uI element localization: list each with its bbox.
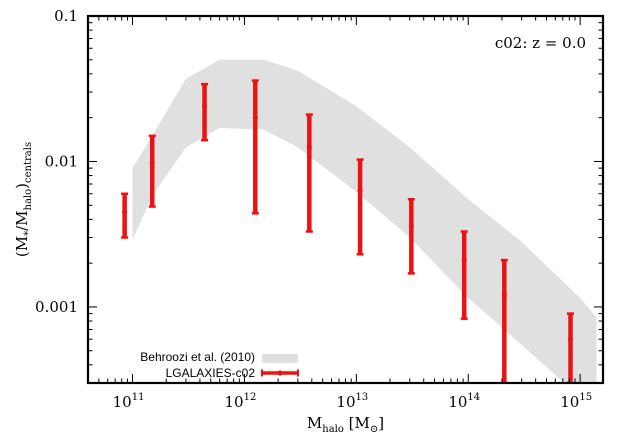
- data-point: [201, 103, 208, 109]
- error-bar-layer: [121, 79, 575, 383]
- plot-frame: [86, 14, 605, 385]
- y-tick-label: 0.001: [35, 298, 78, 316]
- error-bar-1: [121, 192, 129, 239]
- x-tick-label: 1013: [336, 392, 368, 411]
- y-tick-label: 0.01: [45, 152, 78, 170]
- legend-swatch-lgalaxies: [261, 369, 299, 377]
- error-bar-7: [407, 197, 415, 275]
- legend-point: [277, 370, 283, 376]
- x-axis-label: Mhalo [M⊙]: [307, 414, 384, 435]
- error-bar-10: [567, 312, 575, 383]
- data-point: [306, 144, 312, 150]
- x-tick-label: 1012: [225, 392, 257, 411]
- error-bar-2: [148, 134, 156, 208]
- error-bar-9: [500, 258, 508, 383]
- legend: Behroozi et al. (2010) LGALAXIES-c02: [140, 350, 299, 380]
- error-bar-4: [251, 79, 259, 215]
- data-point: [252, 115, 258, 121]
- data-point: [149, 160, 155, 166]
- legend-label-lgalaxies: LGALAXIES-c02: [166, 366, 256, 380]
- y-tick-label: 0.1: [54, 7, 78, 25]
- behroozi-band: [132, 59, 597, 383]
- x-tick-label: 1014: [448, 392, 480, 411]
- chart-annotation: c02: z = 0.0: [495, 34, 586, 52]
- data-point: [501, 292, 507, 299]
- error-bar-8: [460, 230, 468, 320]
- band-layer: [132, 59, 597, 383]
- data-point: [408, 223, 414, 229]
- y-axis-label: (M*/Mhalo)centrals: [13, 142, 34, 257]
- legend-swatch-behroozi: [262, 354, 298, 363]
- legend-label-behroozi: Behroozi et al. (2010): [140, 350, 255, 364]
- data-point: [461, 257, 467, 263]
- x-tick-label: 1011: [113, 392, 145, 411]
- tick-label-layer: 1011 1012 1013 1014 1015 0.001 0.01 0.1: [35, 7, 592, 411]
- error-bar-3: [201, 82, 209, 142]
- x-tick-label: 1015: [560, 392, 592, 411]
- error-bar-5: [305, 113, 313, 233]
- data-point: [567, 336, 574, 342]
- error-bar-6: [356, 158, 364, 256]
- data-point: [357, 188, 363, 194]
- data-point: [122, 209, 128, 215]
